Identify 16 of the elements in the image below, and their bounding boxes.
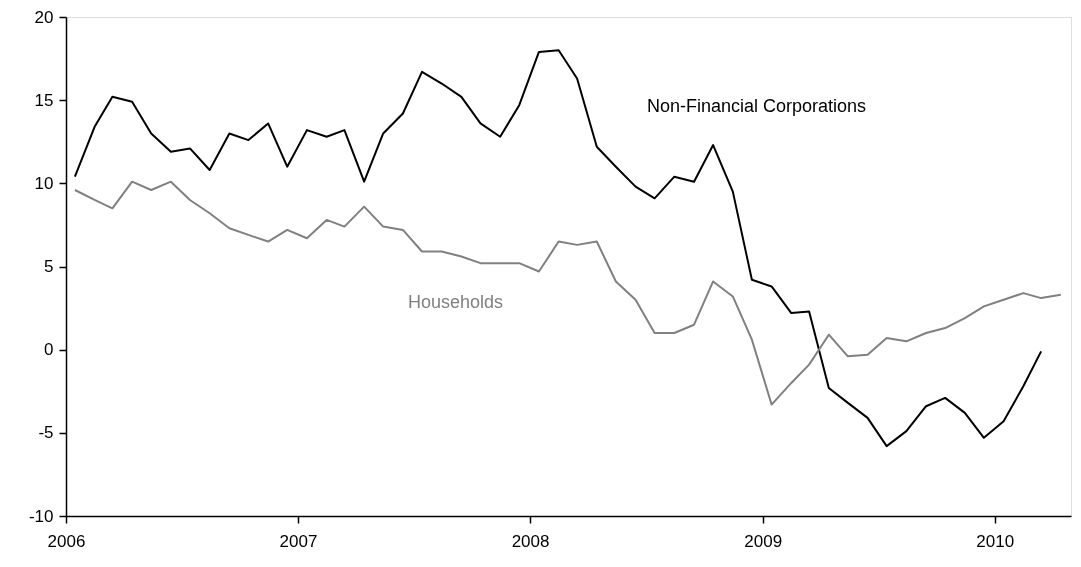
y-tick-label: 15	[34, 90, 54, 110]
x-tick-label: 2010	[976, 531, 1015, 551]
line-series	[73, 49, 1043, 448]
x-tick-label: 2007	[279, 531, 318, 551]
x-tick-label: 2006	[47, 531, 86, 551]
y-tick-label: 10	[34, 173, 54, 193]
x-tick-label: 2009	[744, 531, 783, 551]
x-tick-label: 2008	[511, 531, 550, 551]
series-label: Households	[408, 292, 504, 312]
y-tick-label: 5	[44, 257, 54, 276]
text: Non-Financial Corporations	[647, 96, 867, 116]
y-tick-label: -10	[28, 506, 54, 526]
line-series	[73, 180, 1062, 406]
y-tick-label: 20	[34, 7, 54, 27]
y-tick-label: -5	[38, 423, 54, 443]
y-tick-label: 0	[44, 340, 54, 360]
